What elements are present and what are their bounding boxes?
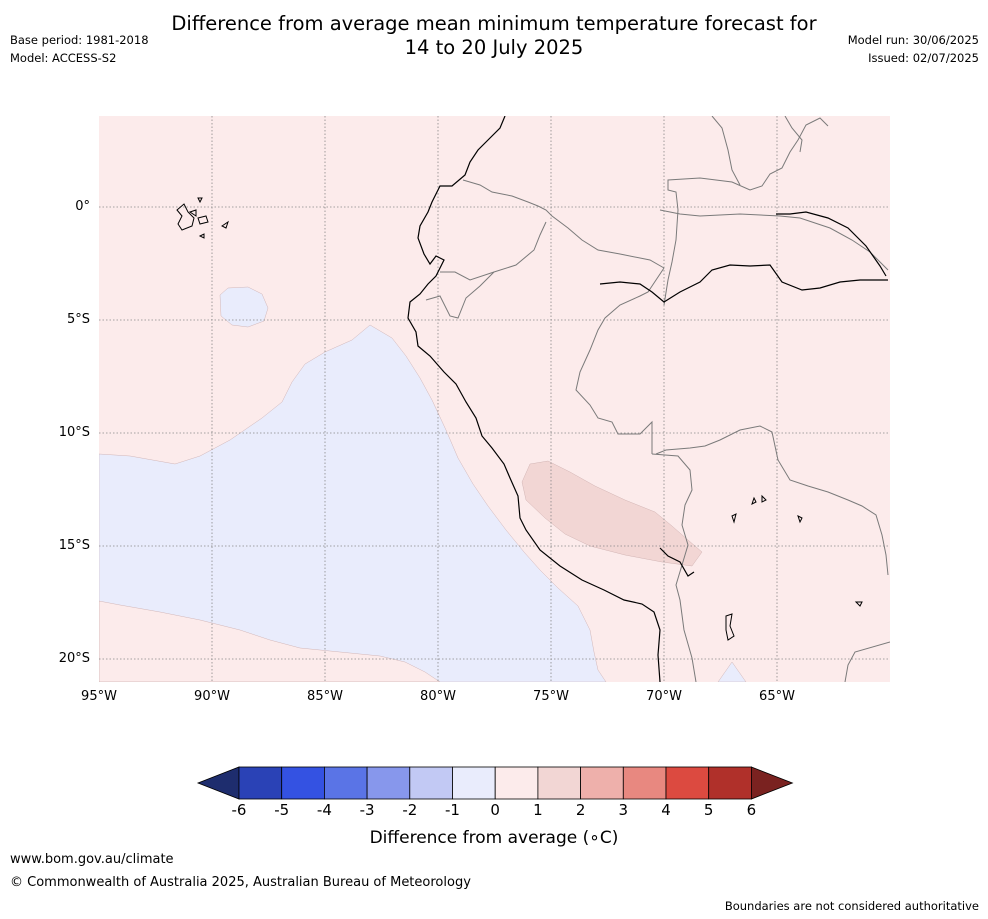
colorbar-tick-label: -2 xyxy=(402,801,418,819)
lat-label-5s: 5°S xyxy=(66,312,90,327)
meta-left: Base period: 1981-2018 Model: ACCESS-S2 xyxy=(10,31,149,67)
lat-label-15s: 15°S xyxy=(58,538,90,553)
coastlines xyxy=(407,116,888,682)
colorbar-segment xyxy=(452,766,496,800)
galapagos-islands xyxy=(176,197,229,239)
model-name: Model: ACCESS-S2 xyxy=(10,51,117,65)
lon-label-95w: 95°W xyxy=(81,689,117,704)
colorbar-tick-label: 6 xyxy=(746,801,757,819)
lat-label-10s: 10°S xyxy=(58,425,90,440)
colorbar-tick-label: -4 xyxy=(316,801,332,819)
meta-right: Model run: 30/06/2025 Issued: 02/07/2025 xyxy=(848,31,979,67)
lon-label-85w: 85°W xyxy=(307,689,343,704)
footer-copyright: © Commonwealth of Australia 2025, Austra… xyxy=(10,875,471,890)
lat-label-20s: 20°S xyxy=(58,651,90,666)
colorbar-tick-label: -3 xyxy=(359,801,375,819)
colorbar-tick-label: -6 xyxy=(231,801,247,819)
anomaly-minus1-to-0-ocean-region xyxy=(99,324,607,682)
colorbar-tick-label: 2 xyxy=(575,801,586,819)
colorbar-segment xyxy=(580,766,624,800)
colorbar-tick-label: 0 xyxy=(490,801,500,819)
colorbar-tick-label: -5 xyxy=(274,801,290,819)
graticule xyxy=(99,116,890,682)
base-period: Base period: 1981-2018 xyxy=(10,33,149,47)
colorbar-tick-label: 5 xyxy=(703,801,714,819)
colorbar-segment xyxy=(238,766,283,800)
colorbar-segment xyxy=(409,766,453,800)
issued-date: Issued: 02/07/2025 xyxy=(868,51,979,65)
colorbar-segment xyxy=(494,766,539,800)
colorbar-segment xyxy=(323,766,368,800)
lon-label-90w: 90°W xyxy=(194,689,230,704)
anomaly-cool-blob xyxy=(219,286,269,328)
lon-label-65w: 65°W xyxy=(759,689,795,704)
anomaly-cool-patch-south xyxy=(717,661,747,682)
colorbar-segment xyxy=(622,766,667,800)
colorbar-extend-low xyxy=(196,766,240,800)
country-borders xyxy=(425,116,890,682)
colorbar-segment xyxy=(366,766,411,800)
lon-label-75w: 75°W xyxy=(533,689,569,704)
lakes xyxy=(725,494,863,641)
lon-label-80w: 80°W xyxy=(420,689,456,704)
title-line-1: Difference from average mean minimum tem… xyxy=(171,12,817,35)
colorbar-tick-label: -1 xyxy=(445,801,460,819)
colorbar-segment xyxy=(537,766,582,800)
lon-label-70w: 70°W xyxy=(646,689,682,704)
colorbar-segment xyxy=(665,766,710,800)
colorbar-segment xyxy=(708,766,752,800)
colorbar-title: Difference from average (∘C) xyxy=(369,828,619,848)
chart-title: Difference from average mean minimum tem… xyxy=(0,12,988,60)
colorbar-segment xyxy=(281,766,325,800)
colorbar-tick-label: 1 xyxy=(533,801,543,819)
footer-url[interactable]: www.bom.gov.au/climate xyxy=(10,852,174,867)
colorbar-tick-label: 3 xyxy=(618,801,629,819)
title-line-2: 14 to 20 July 2025 xyxy=(404,36,584,59)
lat-label-0: 0° xyxy=(75,199,90,214)
colorbar-tick-label: 4 xyxy=(661,801,671,819)
model-run: Model run: 30/06/2025 xyxy=(847,33,979,47)
colorbar-extend-high xyxy=(751,766,794,800)
footer-disclaimer: Boundaries are not considered authoritat… xyxy=(724,899,979,913)
anomaly-1-to-2-patch xyxy=(521,460,703,567)
